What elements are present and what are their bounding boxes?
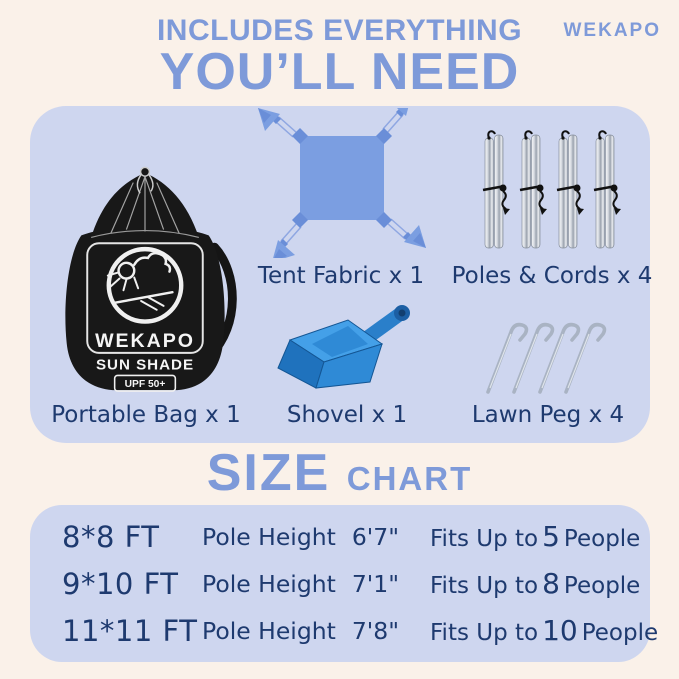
headline-line1: INCLUDES EVERYTHING [156, 14, 523, 47]
item-label-shovel: Shovel x 1 [286, 402, 408, 428]
pole-height-value: 6'7" [351, 522, 400, 551]
capacity-prefix: Fits Up to [430, 620, 539, 646]
bag-brand-text: WEKAPO [95, 330, 195, 352]
size-value: 8*8 FT [62, 519, 160, 554]
drawstring-bag-icon: WEKAPO SUN SHADE UPF 50+ [65, 166, 237, 392]
size-chart-row: 8*8 FT Pole Height 6'7" Fits Up to 5 People [30, 520, 650, 554]
brand-logo-text: WEKAPO [563, 20, 661, 41]
pole-height-cell: Pole Height 6'7" [202, 523, 430, 551]
headline-line2: YOU’LL NEED [159, 43, 520, 101]
size-value: 9*10 FT [62, 566, 179, 601]
pole-height-label: Pole Height [202, 616, 336, 645]
size-chart-heading: SIZE CHART [0, 443, 679, 503]
size-chart-panel: 8*8 FT Pole Height 6'7" Fits Up to 5 People… [30, 505, 658, 662]
size-chart-row: 9*10 FT Pole Height 7'1" Fits Up to 8 Peopl… [30, 567, 650, 601]
includes-panel: WEKAPO SUN SHADE UPF 50+ [30, 106, 652, 443]
capacity-count: 5 [542, 520, 560, 553]
size-chart-row: 11*11 FT Pole Height 7'8" Fits Up to 10 Peo… [30, 613, 658, 648]
capacity-prefix: Fits Up to [430, 573, 539, 599]
bag-product-text: SUN SHADE [96, 357, 194, 374]
size-value: 11*11 FT [62, 613, 198, 648]
capacity-prefix: Fits Up to [430, 526, 539, 552]
capacity-count: 8 [542, 567, 560, 600]
size-chart-heading-big: SIZE [206, 444, 331, 502]
pole-height-cell: Pole Height 7'8" [202, 617, 430, 645]
pole-height-cell: Pole Height 7'1" [202, 570, 430, 598]
capacity-suffix: People [563, 573, 641, 599]
pole-height-label: Pole Height [202, 522, 336, 551]
capacity-suffix: People [581, 620, 659, 646]
size-chart-heading-small: CHART [346, 460, 473, 497]
capacity-cell: Fits Up to 8 People [430, 567, 650, 600]
capacity-cell: Fits Up to 10 People [430, 614, 658, 647]
item-label-poles-cords: Poles & Cords x 4 [451, 263, 653, 289]
item-label-lawn-peg: Lawn Peg x 4 [471, 402, 625, 428]
lawn-pegs-icon [486, 322, 607, 394]
capacity-count: 10 [542, 614, 578, 647]
shovel-icon [277, 305, 410, 389]
poles-cords-icon [482, 129, 622, 250]
capacity-suffix: People [563, 526, 641, 552]
pole-height-value: 7'1" [351, 569, 400, 598]
pole-height-label: Pole Height [202, 569, 336, 598]
pole-height-value: 7'8" [351, 616, 400, 645]
item-label-tent-fabric: Tent Fabric x 1 [257, 263, 425, 289]
capacity-cell: Fits Up to 5 People [430, 520, 650, 553]
tent-fabric-icon [257, 108, 426, 258]
bag-upf-badge-text: UPF 50+ [125, 379, 166, 390]
item-label-portable-bag: Portable Bag x 1 [51, 402, 241, 428]
